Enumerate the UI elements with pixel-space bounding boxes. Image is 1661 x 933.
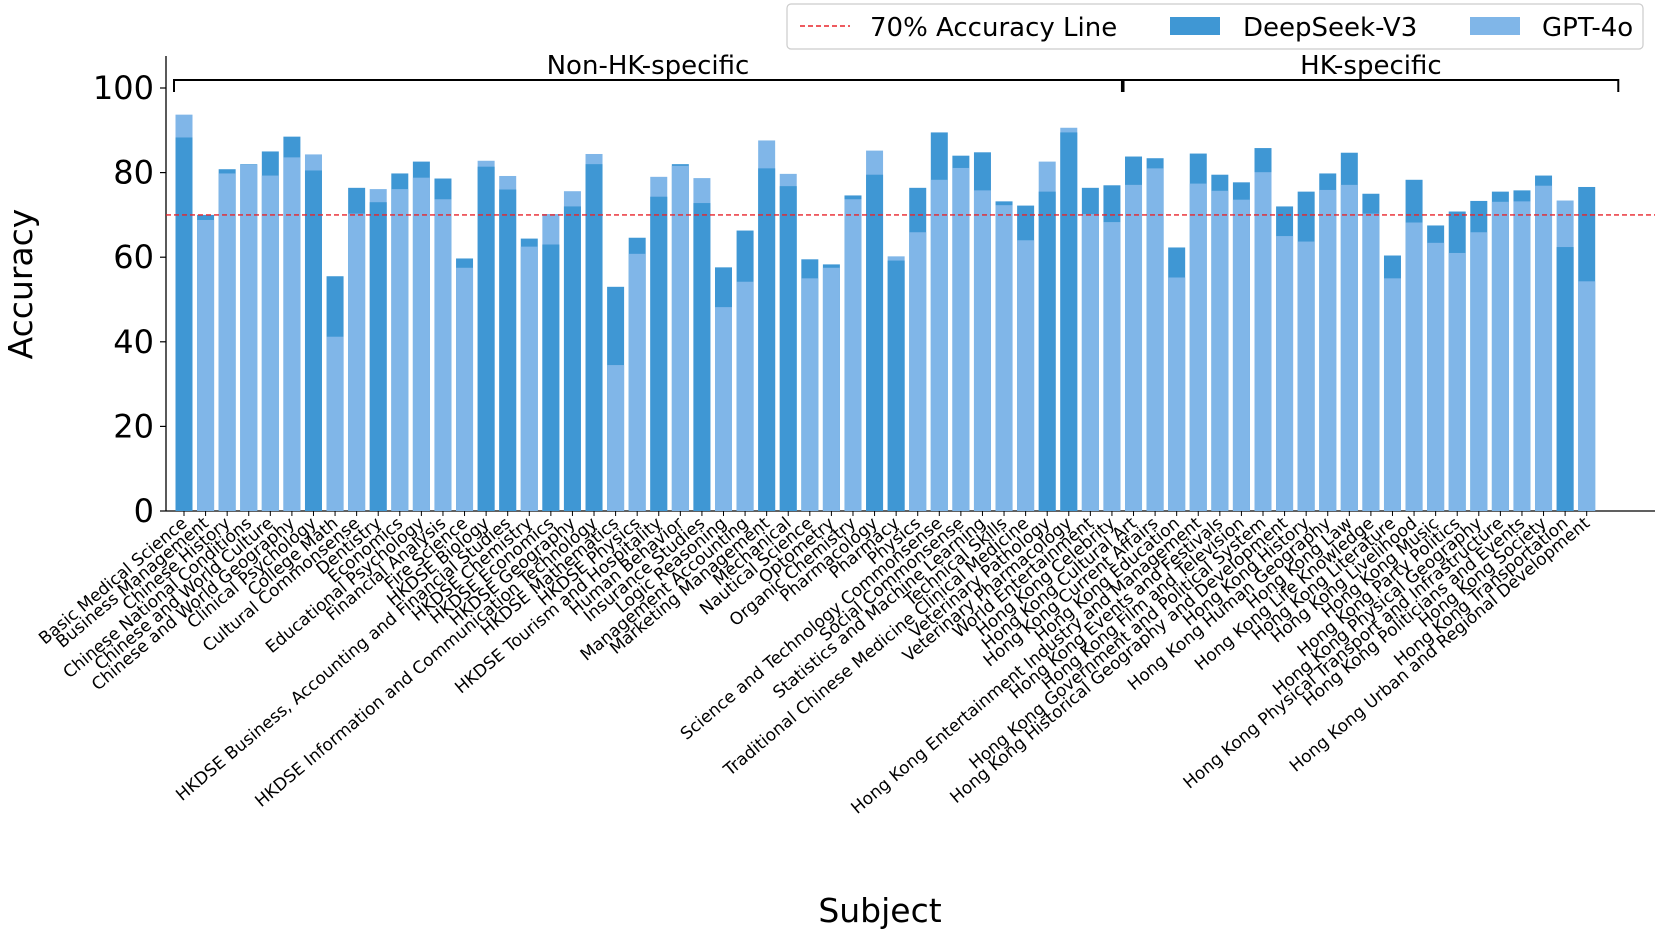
bar-deepseek bbox=[779, 186, 797, 511]
bar-gpt bbox=[1297, 241, 1315, 512]
y-tick-label: 0 bbox=[134, 492, 154, 530]
y-tick-label: 80 bbox=[113, 154, 154, 192]
bar-gpt bbox=[283, 157, 301, 511]
bar-gpt bbox=[348, 213, 366, 511]
bar-deepseek bbox=[1556, 247, 1574, 512]
bar-gpt bbox=[995, 205, 1013, 512]
bar-gpt bbox=[736, 281, 754, 511]
bar-gpt bbox=[1211, 190, 1229, 512]
bar-gpt bbox=[1383, 278, 1401, 511]
bar-gpt bbox=[1232, 199, 1250, 512]
bar-gpt bbox=[240, 164, 258, 511]
bar-deepseek bbox=[693, 203, 711, 511]
bar-gpt bbox=[1017, 240, 1035, 511]
bar-deepseek bbox=[304, 170, 322, 512]
bar-deepseek bbox=[499, 189, 517, 511]
x-axis-title: Subject bbox=[818, 891, 941, 930]
bar-gpt bbox=[261, 175, 279, 511]
bar-deepseek bbox=[369, 202, 387, 511]
bar-gpt bbox=[1146, 168, 1164, 511]
bar-deepseek bbox=[585, 164, 603, 511]
y-axis-title: Accuracy bbox=[1, 209, 40, 360]
bar-gpt bbox=[844, 199, 862, 511]
group-brackets: Non-HK-specific HK-specific bbox=[173, 51, 1620, 92]
bar-gpt bbox=[391, 189, 409, 511]
bar-gpt bbox=[326, 336, 344, 511]
bar-gpt bbox=[412, 177, 430, 511]
bar-deepseek bbox=[542, 244, 560, 511]
bar-gpt bbox=[520, 246, 538, 512]
bars-layer bbox=[175, 114, 1596, 512]
bar-deepseek bbox=[175, 137, 193, 512]
bar-deepseek bbox=[477, 166, 495, 511]
y-tick-label: 20 bbox=[113, 407, 154, 445]
group-label: HK-specific bbox=[1300, 51, 1442, 81]
bar-gpt bbox=[1168, 277, 1186, 511]
bar-gpt bbox=[1254, 172, 1272, 511]
bar-deepseek bbox=[563, 206, 581, 511]
bar-gpt bbox=[197, 219, 215, 512]
y-tick-label: 60 bbox=[113, 238, 154, 276]
y-tick-label: 100 bbox=[93, 69, 154, 107]
bar-gpt bbox=[1081, 214, 1099, 512]
legend-label-line: 70% Accuracy Line bbox=[870, 13, 1117, 43]
y-tick-label: 40 bbox=[113, 323, 154, 361]
bar-gpt bbox=[671, 165, 689, 511]
bar-deepseek bbox=[1060, 132, 1078, 512]
bar-gpt bbox=[1491, 201, 1509, 512]
bar-gpt bbox=[909, 232, 927, 512]
bar-gpt bbox=[801, 278, 819, 511]
bar-gpt bbox=[1189, 183, 1207, 511]
bar-gpt bbox=[715, 307, 732, 511]
bar-gpt bbox=[628, 253, 646, 511]
bar-gpt bbox=[952, 167, 970, 511]
bar-gpt bbox=[1470, 232, 1488, 512]
legend: 70% Accuracy Line DeepSeek-V3 GPT-4o bbox=[786, 3, 1644, 50]
bar-gpt bbox=[1319, 189, 1337, 511]
bar-gpt bbox=[1535, 185, 1553, 511]
bar-gpt bbox=[1276, 236, 1294, 512]
bar-deepseek bbox=[650, 196, 668, 511]
bar-gpt bbox=[218, 173, 236, 511]
bar-gpt bbox=[434, 199, 452, 511]
bar-gpt bbox=[1405, 222, 1423, 511]
bar-gpt bbox=[1578, 281, 1596, 511]
bar-gpt bbox=[1448, 252, 1466, 511]
bar-gpt bbox=[1427, 242, 1445, 511]
bar-gpt bbox=[1362, 213, 1380, 511]
group-bracket bbox=[1122, 79, 1620, 92]
bar-gpt bbox=[822, 267, 840, 511]
group-bracket bbox=[173, 79, 1123, 92]
group-label: Non-HK-specific bbox=[547, 51, 750, 81]
bar-gpt bbox=[930, 179, 948, 512]
bar-gpt bbox=[1103, 222, 1121, 511]
bar-deepseek bbox=[758, 168, 776, 511]
bar-gpt bbox=[456, 267, 474, 511]
bar-gpt bbox=[607, 365, 625, 511]
bar-deepseek bbox=[866, 174, 884, 511]
legend-swatch-deepseek bbox=[1170, 17, 1220, 35]
bar-deepseek bbox=[1038, 191, 1056, 511]
legend-label-deepseek: DeepSeek-V3 bbox=[1243, 13, 1417, 43]
bar-deepseek bbox=[887, 260, 905, 511]
bar-gpt bbox=[1125, 184, 1143, 511]
bar-gpt bbox=[1513, 201, 1531, 512]
y-ticks: 0 20 40 60 80 100 bbox=[93, 69, 166, 530]
bar-gpt bbox=[973, 190, 991, 511]
legend-swatch-gpt bbox=[1470, 17, 1520, 35]
legend-label-gpt: GPT-4o bbox=[1542, 13, 1633, 43]
bar-gpt bbox=[1340, 184, 1358, 511]
